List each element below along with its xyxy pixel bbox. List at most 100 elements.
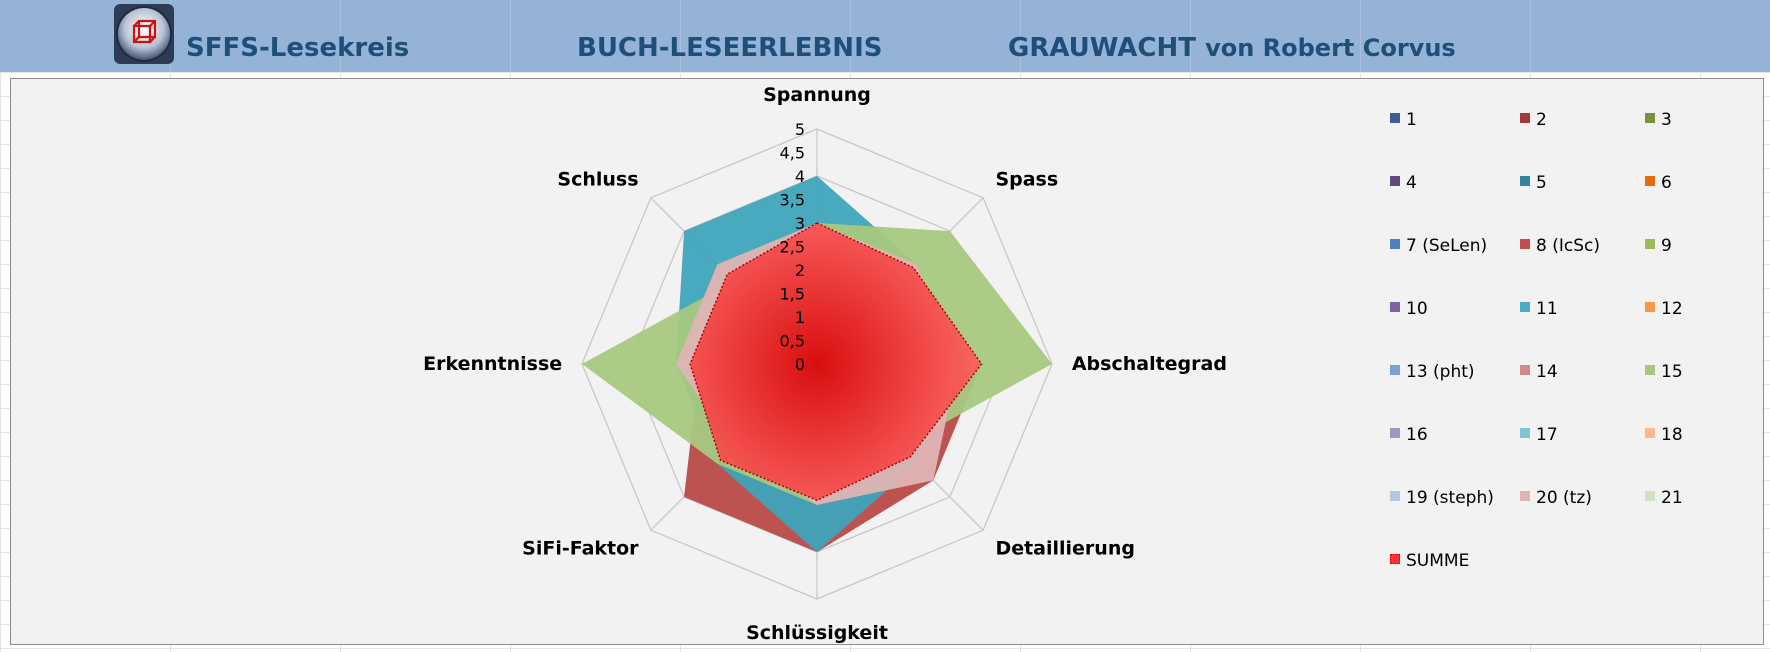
legend-label: 7 (SeLen) — [1406, 236, 1488, 256]
legend-item[interactable]: 12 — [1645, 299, 1683, 319]
legend-label: 11 — [1536, 299, 1558, 319]
legend-item[interactable]: 4 — [1390, 173, 1417, 193]
legend-label: 19 (steph) — [1406, 488, 1494, 508]
legend-item[interactable]: 20 (tz) — [1520, 488, 1592, 508]
legend-swatch — [1645, 239, 1655, 249]
legend-item[interactable]: 9 — [1645, 236, 1672, 256]
legend-item[interactable]: 17 — [1520, 425, 1558, 445]
cell-divider — [680, 0, 681, 72]
series-area-summe — [689, 222, 983, 502]
legend-swatch — [1390, 176, 1400, 186]
legend-swatch — [1390, 239, 1400, 249]
group-name: SFFS-Lesekreis — [186, 33, 410, 63]
axis-label: Abschaltegrad — [1072, 353, 1227, 375]
legend-item[interactable]: 14 — [1520, 362, 1558, 382]
tick-label: 2,5 — [780, 238, 805, 257]
axis-label: Erkenntnisse — [423, 353, 562, 375]
legend-label: 4 — [1406, 173, 1417, 193]
header-band — [0, 0, 1770, 72]
tick-label: 3,5 — [780, 191, 805, 210]
legend-swatch — [1390, 113, 1400, 123]
tick-label: 0,5 — [780, 332, 805, 351]
cell-divider — [1530, 0, 1531, 72]
tick-label: 0 — [795, 355, 805, 374]
legend-label: 14 — [1536, 362, 1558, 382]
legend-label: 21 — [1661, 488, 1683, 508]
legend-item[interactable]: 15 — [1645, 362, 1683, 382]
author: von Robert Corvus — [1205, 34, 1456, 62]
legend-label: 18 — [1661, 425, 1683, 445]
legend-swatch — [1645, 176, 1655, 186]
tick-label: 5 — [795, 120, 805, 139]
legend-swatch — [1520, 239, 1530, 249]
legend-label: 6 — [1661, 173, 1672, 193]
legend-item[interactable]: 16 — [1390, 425, 1428, 445]
cell-divider — [340, 0, 341, 72]
axis-label: SiFi-Faktor — [522, 537, 639, 559]
tick-label: 4 — [795, 167, 805, 186]
legend-label: SUMME — [1406, 551, 1470, 571]
legend-swatch — [1645, 365, 1655, 375]
book-title: GRAUWACHT — [1008, 33, 1197, 63]
legend-item[interactable]: 3 — [1645, 110, 1672, 130]
radar-chart: 0 0,5 1 1,5 2 2,5 3 3,5 4 4,5 5 Spannung Spass Abscha… — [423, 84, 1227, 644]
axis-label: Schluss — [557, 169, 638, 191]
legend-swatch — [1520, 428, 1530, 438]
legend-item[interactable]: 6 — [1645, 173, 1672, 193]
cell-divider — [510, 0, 511, 72]
legend-item[interactable]: 1 — [1390, 110, 1417, 130]
legend-label: 16 — [1406, 425, 1428, 445]
legend-item[interactable]: 11 — [1520, 299, 1558, 319]
axis-label: Spass — [995, 169, 1058, 191]
legend-label: 20 (tz) — [1536, 488, 1592, 508]
legend-label: 12 — [1661, 299, 1683, 319]
legend-item[interactable]: SUMME — [1390, 551, 1469, 571]
legend-swatch — [1645, 428, 1655, 438]
legend-swatch — [1390, 302, 1400, 312]
legend-item[interactable]: 5 — [1520, 173, 1547, 193]
sffs-logo — [114, 4, 174, 64]
axis-label: Detaillierung — [995, 537, 1135, 559]
legend-swatch — [1645, 491, 1655, 501]
legend-item[interactable]: 19 (steph) — [1390, 488, 1494, 508]
radar-chart-area[interactable]: 0 0,5 1 1,5 2 2,5 3 3,5 4 4,5 5 Spannung Spass Abscha… — [10, 78, 1764, 645]
legend-swatch — [1390, 554, 1400, 564]
cell-divider — [1360, 0, 1361, 72]
legend-swatch — [1520, 176, 1530, 186]
legend-label: 10 — [1406, 299, 1428, 319]
axis-label: Schlüssigkeit — [746, 622, 888, 644]
legend-label: 15 — [1661, 362, 1683, 382]
cell-divider — [850, 0, 851, 72]
legend-swatch — [1645, 302, 1655, 312]
legend-label: 9 — [1661, 236, 1672, 256]
tick-label: 3 — [795, 214, 805, 233]
axis-label: Spannung — [763, 84, 871, 106]
legend-item[interactable]: 18 — [1645, 425, 1683, 445]
legend-swatch — [1390, 491, 1400, 501]
legend-swatch — [1390, 365, 1400, 375]
tick-label: 2 — [795, 261, 805, 280]
legend-label: 5 — [1536, 173, 1547, 193]
legend-item[interactable]: 2 — [1520, 110, 1547, 130]
legend-label: 3 — [1661, 110, 1672, 130]
cell-divider — [1020, 0, 1021, 72]
legend-swatch — [1520, 302, 1530, 312]
legend-item[interactable]: 8 (IcSc) — [1520, 236, 1600, 256]
legend-label: 8 (IcSc) — [1536, 236, 1600, 256]
legend-swatch — [1645, 113, 1655, 123]
legend-item[interactable]: 21 — [1645, 488, 1683, 508]
legend-label: 2 — [1536, 110, 1547, 130]
legend-swatch — [1520, 491, 1530, 501]
legend-label: 1 — [1406, 110, 1417, 130]
tick-label: 4,5 — [780, 144, 805, 163]
section-title: BUCH-LESEERLEBNIS — [577, 33, 883, 63]
legend-label: 17 — [1536, 425, 1558, 445]
legend-swatch — [1520, 113, 1530, 123]
legend-label: 13 (pht) — [1406, 362, 1475, 382]
tick-label: 1 — [795, 308, 805, 327]
legend-item[interactable]: 7 (SeLen) — [1390, 236, 1487, 256]
legend-item[interactable]: 13 (pht) — [1390, 362, 1475, 382]
legend-item[interactable]: 10 — [1390, 299, 1428, 319]
cell-divider — [1190, 0, 1191, 72]
legend-swatch — [1390, 428, 1400, 438]
